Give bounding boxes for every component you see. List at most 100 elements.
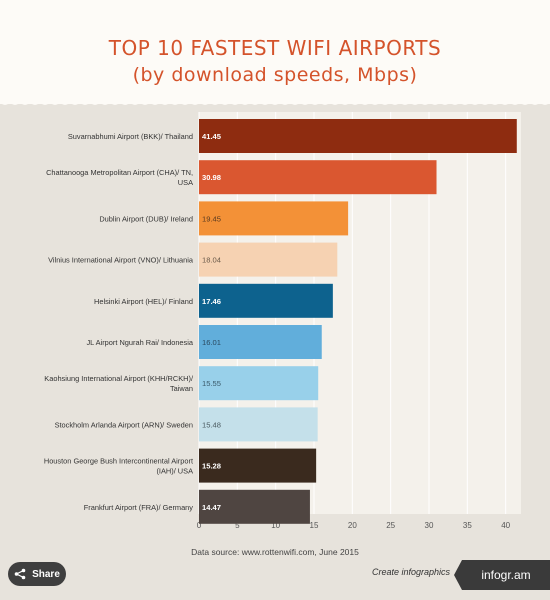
scallop-dot (110, 100, 120, 105)
scallop-dot (330, 100, 340, 105)
bar-value-label: 18.04 (202, 256, 221, 265)
chart-title: TOP 10 FASTEST WIFI AIRPORTS (108, 36, 442, 60)
category-label: Houston George Bush Intercontinental Air… (44, 457, 193, 466)
bar (199, 283, 333, 318)
scallop-dot (60, 100, 70, 105)
scallop-dot (480, 100, 490, 105)
bar-value-label: 19.45 (202, 214, 221, 223)
bar (199, 407, 318, 442)
scallop-dot (500, 100, 510, 105)
scallop-dot (170, 100, 180, 105)
share-label: Share (32, 568, 60, 580)
category-label: USA (178, 178, 193, 187)
scallop-dot (20, 100, 30, 105)
scalloped-edge (0, 100, 550, 105)
create-infographics-link[interactable]: Create infographics (372, 567, 451, 577)
scallop-dot (350, 100, 360, 105)
category-label: Helsinki Airport (HEL)/ Finland (94, 297, 193, 306)
scallop-dot (260, 100, 270, 105)
scallop-dot (540, 100, 550, 105)
scallop-dot (210, 100, 220, 105)
scallop-dot (320, 100, 330, 105)
bar (199, 325, 322, 359)
category-label: Vilnius International Airport (VNO)/ Lit… (48, 256, 194, 265)
bar-value-label: 30.98 (202, 173, 221, 182)
category-label: Suvarnabhumi Airport (BKK)/ Thailand (68, 132, 193, 141)
category-label: Frankfurt Airport (FRA)/ Germany (84, 503, 194, 512)
scallop-dot (400, 100, 410, 105)
bar (199, 119, 517, 153)
share-button[interactable]: Share (8, 562, 66, 586)
scallop-dot (290, 100, 300, 105)
scallop-dot (280, 100, 290, 105)
scallop-dot (450, 100, 460, 105)
category-label: Stockholm Arlanda Airport (ARN)/ Sweden (55, 420, 193, 429)
bar-value-label: 41.45 (202, 132, 222, 141)
scallop-dot (160, 100, 170, 105)
bar (199, 448, 317, 483)
scallop-dot (50, 100, 60, 105)
x-tick-label: 25 (386, 521, 395, 530)
scallop-dot (420, 100, 430, 105)
scallop-dot (470, 100, 480, 105)
scallop-dot (140, 100, 150, 105)
scallop-dot (520, 100, 530, 105)
scallop-dot (340, 100, 350, 105)
x-tick-label: 0 (197, 521, 202, 530)
scallop-dot (150, 100, 160, 105)
chart-subtitle: (by download speeds, Mbps) (132, 64, 418, 86)
share-icon (14, 568, 26, 580)
bar (199, 366, 319, 401)
scallop-dot (430, 100, 440, 105)
category-label: Kaohsiung International Airport (KHH/RCK… (44, 374, 194, 383)
category-label: Dublin Airport (DUB)/ Ireland (99, 214, 193, 223)
x-tick-label: 15 (310, 521, 319, 530)
bar (199, 160, 437, 195)
scallop-dot (240, 100, 250, 105)
logo-notch (454, 560, 462, 590)
scallop-dot (230, 100, 240, 105)
scallop-dot (300, 100, 310, 105)
scallop-dot (410, 100, 420, 105)
scallop-dot (0, 100, 10, 105)
scallop-dot (40, 100, 50, 105)
scallop-dot (510, 100, 520, 105)
bar (199, 489, 310, 524)
scallop-dot (10, 100, 20, 105)
bar-value-label: 16.01 (202, 338, 221, 347)
infogram-logo[interactable]: infogr.am (462, 560, 550, 590)
bar-value-label: 15.55 (202, 379, 221, 388)
scallop-dot (250, 100, 260, 105)
scallop-dot (490, 100, 500, 105)
bar-value-label: 17.46 (202, 297, 221, 306)
scallop-dot (360, 100, 370, 105)
bar-value-label: 15.48 (202, 420, 221, 429)
category-label: Chattanooga Metropolitan Airport (CHA)/ … (46, 168, 193, 177)
scallop-dot (190, 100, 200, 105)
bar (199, 242, 338, 277)
scallop-dot (30, 100, 40, 105)
bar (199, 201, 349, 236)
scallop-dot (90, 100, 100, 105)
scallop-dot (220, 100, 230, 105)
x-tick-label: 10 (271, 521, 280, 530)
bar-value-label: 15.28 (202, 462, 221, 471)
data-source: Data source: www.rottenwifi.com, June 20… (191, 547, 359, 557)
bar-value-label: 14.47 (202, 503, 221, 512)
scallop-dot (130, 100, 140, 105)
scallop-dot (120, 100, 130, 105)
scallop-dot (80, 100, 90, 105)
x-tick-label: 20 (348, 521, 357, 530)
scallop-dot (310, 100, 320, 105)
scallop-dot (390, 100, 400, 105)
scallop-dot (70, 100, 80, 105)
scallop-dot (380, 100, 390, 105)
scallop-dot (100, 100, 110, 105)
scallop-dot (460, 100, 470, 105)
x-tick-label: 30 (425, 521, 434, 530)
x-tick-label: 35 (463, 521, 472, 530)
category-label: (IAH)/ USA (156, 467, 193, 476)
scallop-dot (270, 100, 280, 105)
category-label: Taiwan (170, 384, 193, 393)
bar-chart: 0 5 10 15 20 25 30 35 40 41.45 Suvarnabhumi Airpor… (44, 112, 521, 530)
